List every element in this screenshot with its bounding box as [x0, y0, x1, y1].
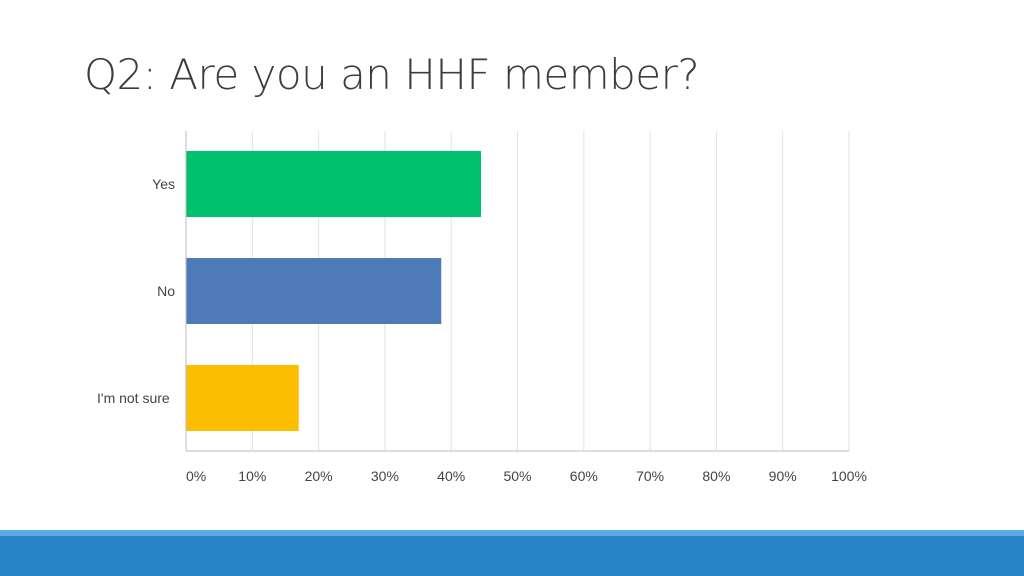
category-label: Yes [152, 176, 175, 192]
category-labels: Yes No I'm not sure [97, 176, 175, 406]
x-tick-label: 40% [437, 468, 465, 484]
bar-no [186, 258, 442, 324]
x-tick-label: 80% [702, 468, 730, 484]
bar-yes [186, 151, 482, 217]
category-label: I'm not sure [97, 390, 170, 406]
x-tick-labels: 0% 10% 20% 30% 40% 50% 60% 70% 80% 90% 100% [186, 468, 867, 484]
x-tick-label: 70% [636, 468, 664, 484]
bar-chart: Yes No I'm not sure 0% 10% 20% 30% 40% 50% 60% 70… [97, 131, 867, 484]
x-tick-label: 0% [186, 468, 206, 484]
x-tick-label: 100% [831, 468, 867, 484]
x-tick-label: 10% [238, 468, 266, 484]
x-tick-label: 50% [503, 468, 531, 484]
footer-bar [0, 536, 1024, 576]
slide-title: Q2: Are you an HHF member? [84, 50, 700, 99]
bar-i-m-not-sure [186, 365, 299, 431]
x-tick-label: 30% [371, 468, 399, 484]
x-tick-label: 60% [570, 468, 598, 484]
bars [186, 151, 482, 431]
x-tick-label: 90% [769, 468, 797, 484]
category-label: No [157, 283, 175, 299]
x-tick-label: 20% [305, 468, 333, 484]
footer-accent-bar [0, 530, 1024, 536]
